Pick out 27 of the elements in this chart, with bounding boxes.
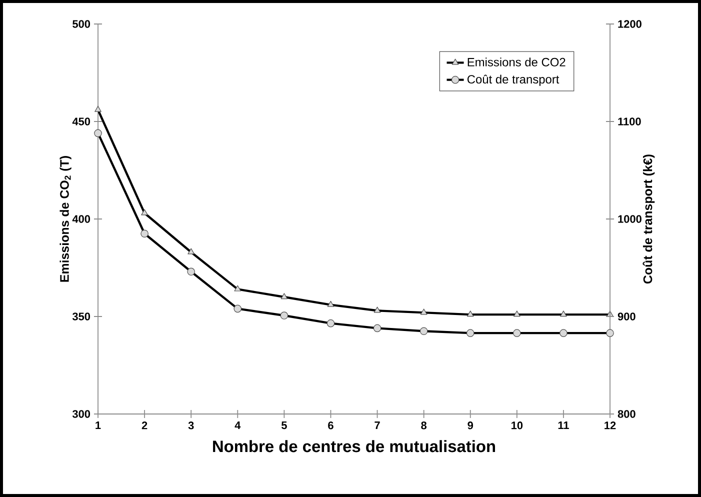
x-tick-label: 4 (234, 422, 241, 430)
x-tick-label: 12 (604, 422, 616, 430)
x-tick-label: 10 (512, 422, 523, 430)
legend-label: Coût de transport (467, 74, 560, 86)
x-axis-title: Nombre de centres de mutualisation (213, 440, 496, 452)
y2-tick-label: 800 (618, 410, 636, 418)
y2-tick-label: 900 (618, 312, 636, 320)
x-tick-label: 7 (374, 422, 380, 430)
y2-tick-label: 1000 (618, 215, 642, 223)
y-tick-label: 500 (72, 20, 90, 28)
x-tick-label: 8 (421, 422, 427, 430)
x-tick-label: 6 (328, 422, 334, 430)
y2-tick-label: 1100 (618, 118, 641, 126)
y-tick-label: 300 (72, 410, 90, 418)
legend-label: Emissions de CO2 (468, 58, 566, 66)
x-tick-label: 5 (281, 422, 287, 430)
x-tick-label: 2 (142, 422, 148, 430)
x-tick-label: 9 (468, 422, 474, 430)
y-tick-label: 450 (72, 118, 90, 126)
y-tick-label: 350 (72, 312, 90, 320)
y-tick-label: 400 (72, 215, 90, 223)
x-tick-label: 11 (558, 422, 569, 430)
y-axis-title: Emissions de CO$_{2}$ (T) (60, 156, 72, 282)
y2-tick-label: 1200 (618, 20, 642, 28)
x-tick-label: 3 (188, 422, 194, 430)
x-tick-label: 1 (96, 422, 101, 430)
y2-axis-title: Coût de transport (k€) (642, 154, 655, 284)
